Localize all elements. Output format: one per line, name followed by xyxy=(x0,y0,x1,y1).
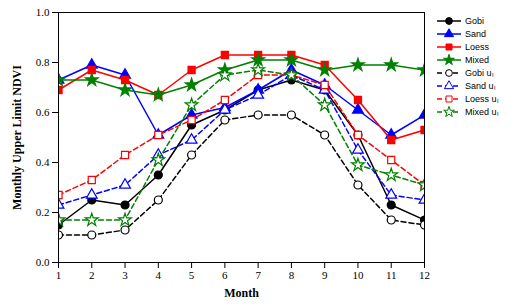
html-text:Loess: Loess xyxy=(465,41,489,52)
html-text:Mixed: Mixed xyxy=(465,54,489,65)
html-text:Loess uₗ: Loess uₗ xyxy=(465,94,499,104)
svg-text:12: 12 xyxy=(419,269,430,281)
svg-text:9: 9 xyxy=(322,269,328,281)
html-text:Gobi: Gobi xyxy=(465,15,484,26)
svg-text:1.0: 1.0 xyxy=(36,6,50,18)
html-text:Mixed uₗ: Mixed uₗ xyxy=(465,107,499,117)
svg-text:8: 8 xyxy=(289,269,295,281)
svg-text:11: 11 xyxy=(386,269,397,281)
svg-text:Monthly Upper Limit NDVI: Monthly Upper Limit NDVI xyxy=(10,65,24,210)
svg-text:0.8: 0.8 xyxy=(36,56,50,68)
html-text:Sand: Sand xyxy=(465,28,486,39)
svg-text:10: 10 xyxy=(352,269,364,281)
svg-text:1: 1 xyxy=(56,269,62,281)
svg-text:4: 4 xyxy=(156,269,162,281)
svg-text:7: 7 xyxy=(255,269,261,281)
svg-text:3: 3 xyxy=(122,269,128,281)
svg-text:0.0: 0.0 xyxy=(36,256,50,268)
svg-text:0.4: 0.4 xyxy=(36,156,50,168)
svg-text:Month: Month xyxy=(224,286,259,300)
svg-text:6: 6 xyxy=(222,269,228,281)
svg-text:5: 5 xyxy=(189,269,195,281)
html-text:Gobi uₗ: Gobi uₗ xyxy=(465,68,494,78)
html-text:Sand uₗ: Sand uₗ xyxy=(465,81,496,91)
svg-text:2: 2 xyxy=(89,269,95,281)
svg-text:0.6: 0.6 xyxy=(36,106,50,118)
svg-text:0.2: 0.2 xyxy=(36,206,50,218)
